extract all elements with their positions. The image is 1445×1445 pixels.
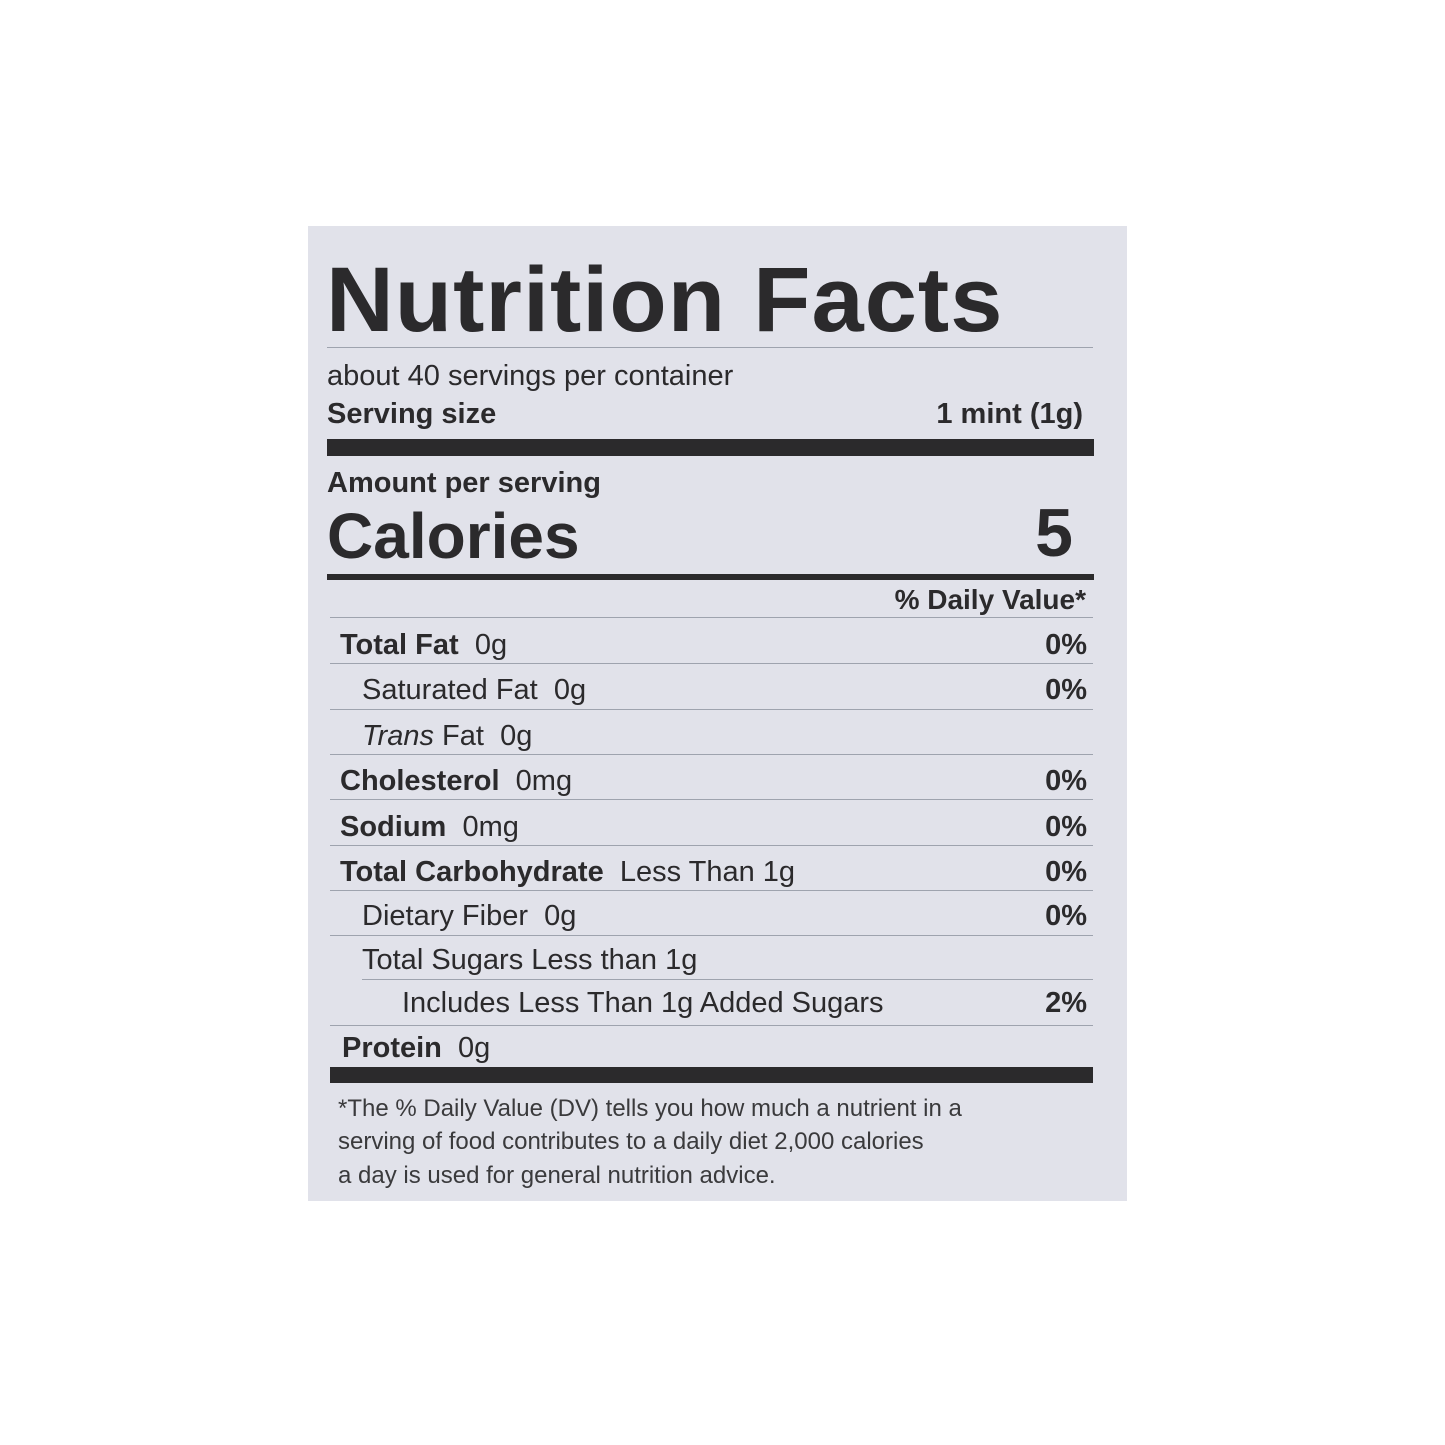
- nutrient-amount: Less Than 1g: [619, 856, 796, 888]
- nutrient-dv: 0%: [1045, 811, 1087, 843]
- nutrient-name: Cholesterol: [340, 765, 500, 797]
- servings-per-container: about 40 servings per container: [327, 360, 734, 392]
- nutrient-dv: 0%: [1045, 856, 1087, 888]
- calories-value: 5: [1035, 495, 1073, 571]
- nutrient-name: Dietary Fiber: [362, 900, 528, 932]
- nutrient-amount: 0mg: [462, 811, 519, 843]
- nutrient-amount: 0g: [553, 674, 587, 706]
- nutrient-dv: 2%: [1045, 987, 1087, 1019]
- divider: [330, 754, 1093, 755]
- thick-divider: [327, 439, 1094, 456]
- row-saturated-fat: Saturated Fat 0g 0%: [330, 672, 1087, 708]
- divider: [330, 890, 1093, 891]
- divider: [327, 347, 1093, 348]
- row-cholesterol: Cholesterol 0mg 0%: [330, 763, 1087, 799]
- nutrient-name: Fat: [442, 720, 484, 752]
- label-title: Nutrition Facts: [326, 249, 1004, 351]
- nutrient-amount: 0mg: [515, 765, 573, 797]
- nutrient-name: Protein: [342, 1032, 442, 1064]
- row-sodium: Sodium 0mg 0%: [330, 809, 1087, 845]
- nutrient-name: Total Sugars Less than 1g: [362, 944, 698, 976]
- nutrient-amount: 0g: [500, 720, 533, 752]
- nutrient-amount: 0g: [458, 1032, 491, 1064]
- row-trans-fat: Trans Fat 0g: [330, 718, 1087, 754]
- nutrition-label-panel: [308, 226, 1127, 1201]
- serving-size-label: Serving size: [327, 398, 497, 430]
- serving-size-value: 1 mint (1g): [936, 398, 1083, 430]
- nutrient-name: Total Carbohydrate: [340, 856, 604, 888]
- medium-divider: [327, 574, 1094, 580]
- row-protein: Protein 0g: [330, 1030, 1087, 1066]
- divider: [330, 799, 1093, 800]
- footnote-line: *The % Daily Value (DV) tells you how mu…: [338, 1095, 962, 1122]
- amount-per-serving: Amount per serving: [327, 467, 601, 499]
- divider: [330, 935, 1093, 936]
- row-total-fat: Total Fat 0g 0%: [330, 627, 1087, 663]
- divider: [330, 709, 1093, 710]
- nutrient-dv: 0%: [1045, 674, 1087, 706]
- nutrient-name: Sodium: [340, 811, 447, 843]
- divider: [330, 845, 1093, 846]
- nutrient-name: Includes Less Than 1g Added Sugars: [402, 987, 884, 1019]
- nutrient-amount: 0g: [474, 629, 508, 661]
- footnote-line: a day is used for general nutrition advi…: [338, 1162, 776, 1189]
- nutrient-amount: 0g: [544, 900, 577, 932]
- nutrient-dv: 0%: [1045, 629, 1087, 661]
- row-added-sugars: Includes Less Than 1g Added Sugars 2%: [330, 985, 1087, 1021]
- nutrient-dv: 0%: [1045, 765, 1087, 797]
- divider: [362, 979, 1093, 980]
- nutrient-name-italic: Trans: [362, 720, 434, 752]
- calories-label: Calories: [327, 500, 580, 572]
- daily-value-header: % Daily Value*: [894, 584, 1086, 615]
- row-dietary-fiber: Dietary Fiber 0g 0%: [330, 898, 1087, 934]
- divider: [330, 617, 1093, 618]
- footnote-line: serving of food contributes to a daily d…: [338, 1128, 924, 1155]
- nutrient-name: Saturated Fat: [362, 674, 538, 706]
- nutrient-dv: 0%: [1045, 900, 1087, 932]
- divider: [330, 1025, 1093, 1026]
- row-total-carbohydrate: Total Carbohydrate Less Than 1g 0%: [330, 854, 1087, 890]
- row-total-sugars: Total Sugars Less than 1g: [330, 942, 1087, 978]
- nutrient-name: Total Fat: [340, 629, 459, 661]
- thick-divider: [330, 1067, 1093, 1083]
- divider: [330, 663, 1093, 664]
